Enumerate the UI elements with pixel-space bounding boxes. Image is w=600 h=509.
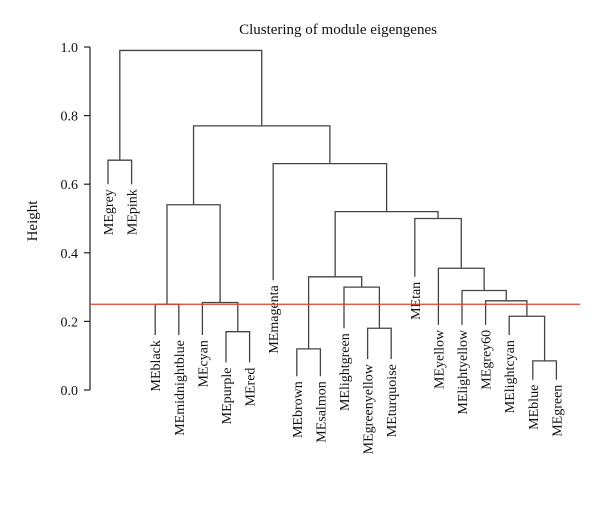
leaf-label-purple: MEpurple [220,368,235,425]
chart-title: Clustering of module eigengenes [239,22,437,38]
merge-branch-c18 [192,125,331,205]
leaf-label-black: MEblack [149,340,164,391]
leaf-label-turquoise: MEturquoise [385,364,400,437]
leaf-label-midnightblue: MEmidnightblue [173,340,188,436]
leaf-labels: MEgrey MEpink MEblack MEmidnightblue MEcyan M… [102,189,565,454]
y-tick-label: 1.0 [61,41,79,56]
merge-branch-c14 [437,267,485,325]
merge-branch-c4 [201,301,239,336]
leaf-label-yellow: MEyellow [432,329,447,389]
y-tick-label: 0.4 [61,247,79,262]
leaf-label-grey60: MEgrey60 [480,330,495,390]
dendrogram-branches [107,49,558,380]
leaf-label-pink: MEpink [126,189,141,235]
y-tick-label: 0.6 [61,178,79,193]
leaf-label-greenyellow: MEgreenyellow [362,363,377,454]
leaf-label-lightyellow: MElightyellow [456,329,471,415]
y-tick-label: 0.2 [61,315,79,330]
leaf-label-tan: MEtan [409,282,424,320]
leaf-label-brown: MEbrown [291,381,306,438]
merge-branch-c10 [532,360,558,380]
merge-branch-c16 [334,210,439,277]
leaf-label-magenta: MEmagenta [267,284,282,353]
leaf-label-lightgreen: MElightgreen [338,333,353,411]
merge-branch-c5 [166,204,221,305]
leaf-label-red: MEred [244,368,259,407]
merge-branch-c13 [461,289,507,325]
leaf-label-blue: MEblue [527,385,542,430]
leaf-label-cyan: MEcyan [196,340,211,387]
leaf-label-green: MEgreen [550,385,565,437]
merge-branch-c6 [296,348,322,377]
y-tick-label: 0.0 [61,384,79,399]
leaf-label-salmon: MEsalmon [314,381,329,442]
leaf-label-lightcyan: MElightcyan [503,340,518,413]
merge-branch-c1 [107,159,133,185]
merge-branch-c2 [154,303,180,336]
merge-branch-c7 [366,327,392,360]
merge-branch-c3 [225,331,251,363]
y-axis-label: Height [25,200,41,242]
merge-branch-c17 [272,162,388,281]
merge-branch-c8 [343,286,381,329]
merge-branch-c19 [119,49,263,161]
leaf-label-grey: MEgrey [102,189,117,235]
y-tick-label: 0.8 [61,110,79,125]
y-axis: 0.0 0.2 0.4 0.6 0.8 1.0 [61,41,91,399]
